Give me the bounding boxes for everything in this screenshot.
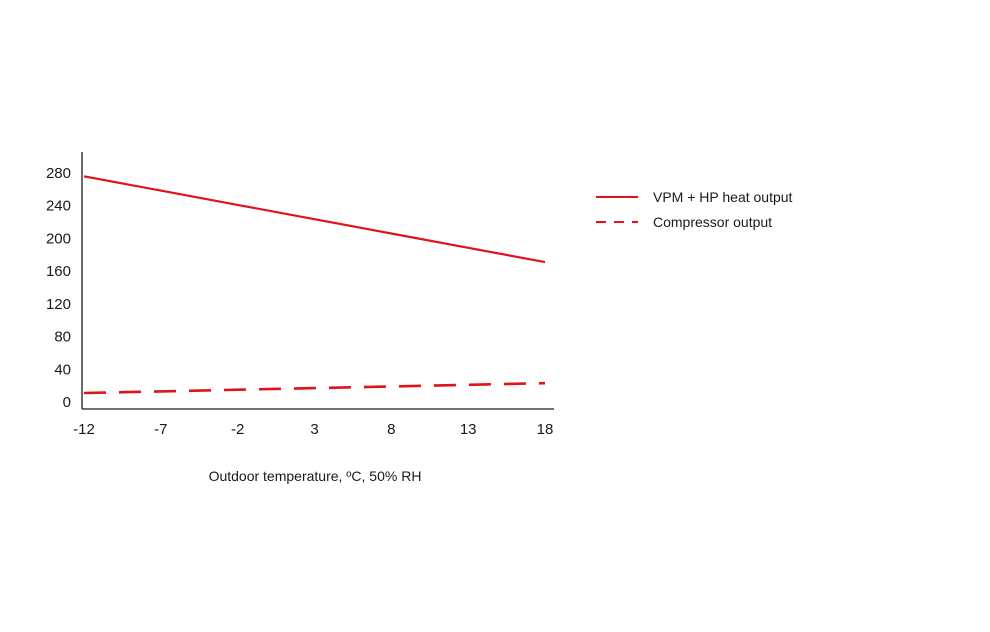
y-tick-label: 240: [46, 198, 71, 215]
y-tick-label: 200: [46, 230, 71, 247]
x-tick-label: 8: [387, 421, 395, 438]
y-tick-label: 0: [63, 394, 71, 411]
x-tick-label: -2: [231, 421, 244, 438]
y-tick-label: 80: [54, 329, 71, 346]
y-tick-labels: 0 40 80 120 160 200 240 280: [46, 165, 71, 411]
x-tick-label: -7: [154, 421, 167, 438]
y-tick-label: 120: [46, 296, 71, 313]
x-axis-title: Outdoor temperature, ºC, 50% RH: [209, 468, 422, 484]
y-tick-label: 160: [46, 263, 71, 280]
legend-label-1: VPM + HP heat output: [653, 189, 793, 205]
y-tick-label: 40: [54, 361, 71, 378]
x-tick-label: -12: [73, 421, 95, 438]
axes: [81, 152, 554, 410]
legend-label-2: Compressor output: [653, 214, 772, 230]
x-tick-label: 18: [537, 421, 554, 438]
series-lines: [83, 175, 546, 395]
y-tick-label: 280: [46, 165, 71, 182]
x-tick-label: 13: [460, 421, 477, 438]
x-tick-labels: -12 -7 -2 3 8 13 18: [73, 421, 553, 438]
series-line-2: [83, 381, 546, 395]
legend: VPM + HP heat output Compressor output: [596, 189, 793, 230]
series-line-1: [83, 175, 546, 264]
x-tick-label: 3: [310, 421, 318, 438]
